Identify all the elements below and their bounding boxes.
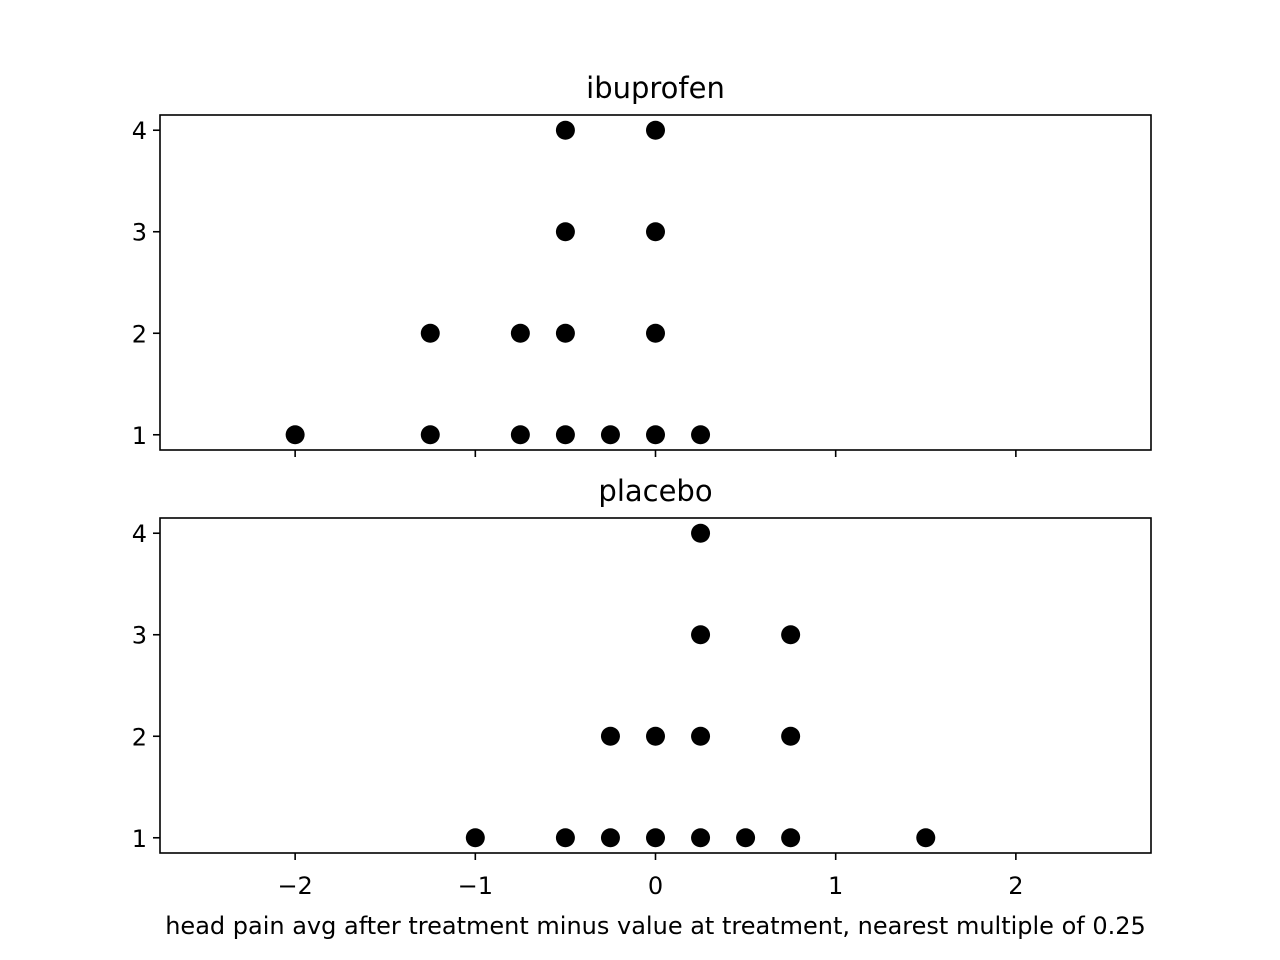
- y-tick-label-ibuprofen: 1: [132, 422, 147, 450]
- point-ibuprofen: [555, 222, 575, 242]
- x-tick-label: 1: [828, 872, 843, 900]
- point-placebo: [600, 828, 620, 848]
- point-ibuprofen: [646, 120, 665, 140]
- y-tick-label-ibuprofen: 2: [132, 320, 147, 348]
- panel-placebo: placebo 1 2 3 4 −2 −1 0 1 2: [132, 474, 1152, 900]
- point-placebo: [691, 726, 711, 746]
- panel-title-placebo: placebo: [598, 474, 712, 508]
- x-tick-label: −2: [277, 872, 312, 900]
- point-ibuprofen: [691, 425, 711, 445]
- point-ibuprofen: [555, 120, 575, 140]
- point-placebo: [736, 828, 756, 848]
- points-placebo: [465, 523, 936, 848]
- y-axis-placebo: 1 2 3 4: [132, 520, 160, 853]
- point-placebo: [555, 828, 575, 848]
- x-axis-label: head pain avg after treatment minus valu…: [165, 912, 1146, 940]
- y-tick-label-ibuprofen: 3: [132, 219, 147, 247]
- y-tick-label-placebo: 3: [132, 622, 147, 650]
- y-tick-label-placebo: 2: [132, 723, 147, 751]
- panel-ibuprofen: ibuprofen 1 2 3 4: [132, 71, 1152, 457]
- point-placebo: [781, 726, 801, 746]
- x-axis-placebo: −2 −1 0 1 2: [277, 853, 1024, 900]
- point-placebo: [691, 828, 711, 848]
- y-tick-label-placebo: 1: [132, 825, 147, 853]
- point-ibuprofen: [510, 323, 530, 343]
- x-tick-label: 2: [1008, 872, 1023, 900]
- point-placebo: [646, 828, 665, 848]
- point-ibuprofen: [420, 425, 440, 445]
- point-ibuprofen: [510, 425, 530, 445]
- point-placebo: [916, 828, 936, 848]
- point-placebo: [691, 625, 711, 645]
- point-placebo: [781, 625, 801, 645]
- point-ibuprofen: [646, 222, 665, 242]
- point-ibuprofen: [646, 425, 665, 445]
- y-tick-label-ibuprofen: 4: [132, 117, 147, 145]
- y-axis-ibuprofen: 1 2 3 4: [132, 117, 160, 450]
- point-ibuprofen: [555, 323, 575, 343]
- panel-title-ibuprofen: ibuprofen: [586, 71, 725, 105]
- x-tick-label: 0: [648, 872, 663, 900]
- point-placebo: [691, 523, 711, 543]
- point-placebo: [781, 828, 801, 848]
- point-placebo: [646, 726, 665, 746]
- y-tick-label-placebo: 4: [132, 520, 147, 548]
- point-placebo: [600, 726, 620, 746]
- point-placebo: [465, 828, 485, 848]
- points-ibuprofen: [285, 120, 711, 445]
- point-ibuprofen: [420, 323, 440, 343]
- point-ibuprofen: [600, 425, 620, 445]
- x-tick-label: −1: [458, 872, 493, 900]
- point-ibuprofen: [285, 425, 305, 445]
- point-ibuprofen: [555, 425, 575, 445]
- point-ibuprofen: [646, 323, 665, 343]
- x-axis-ticks-ibuprofen: [294, 450, 1017, 457]
